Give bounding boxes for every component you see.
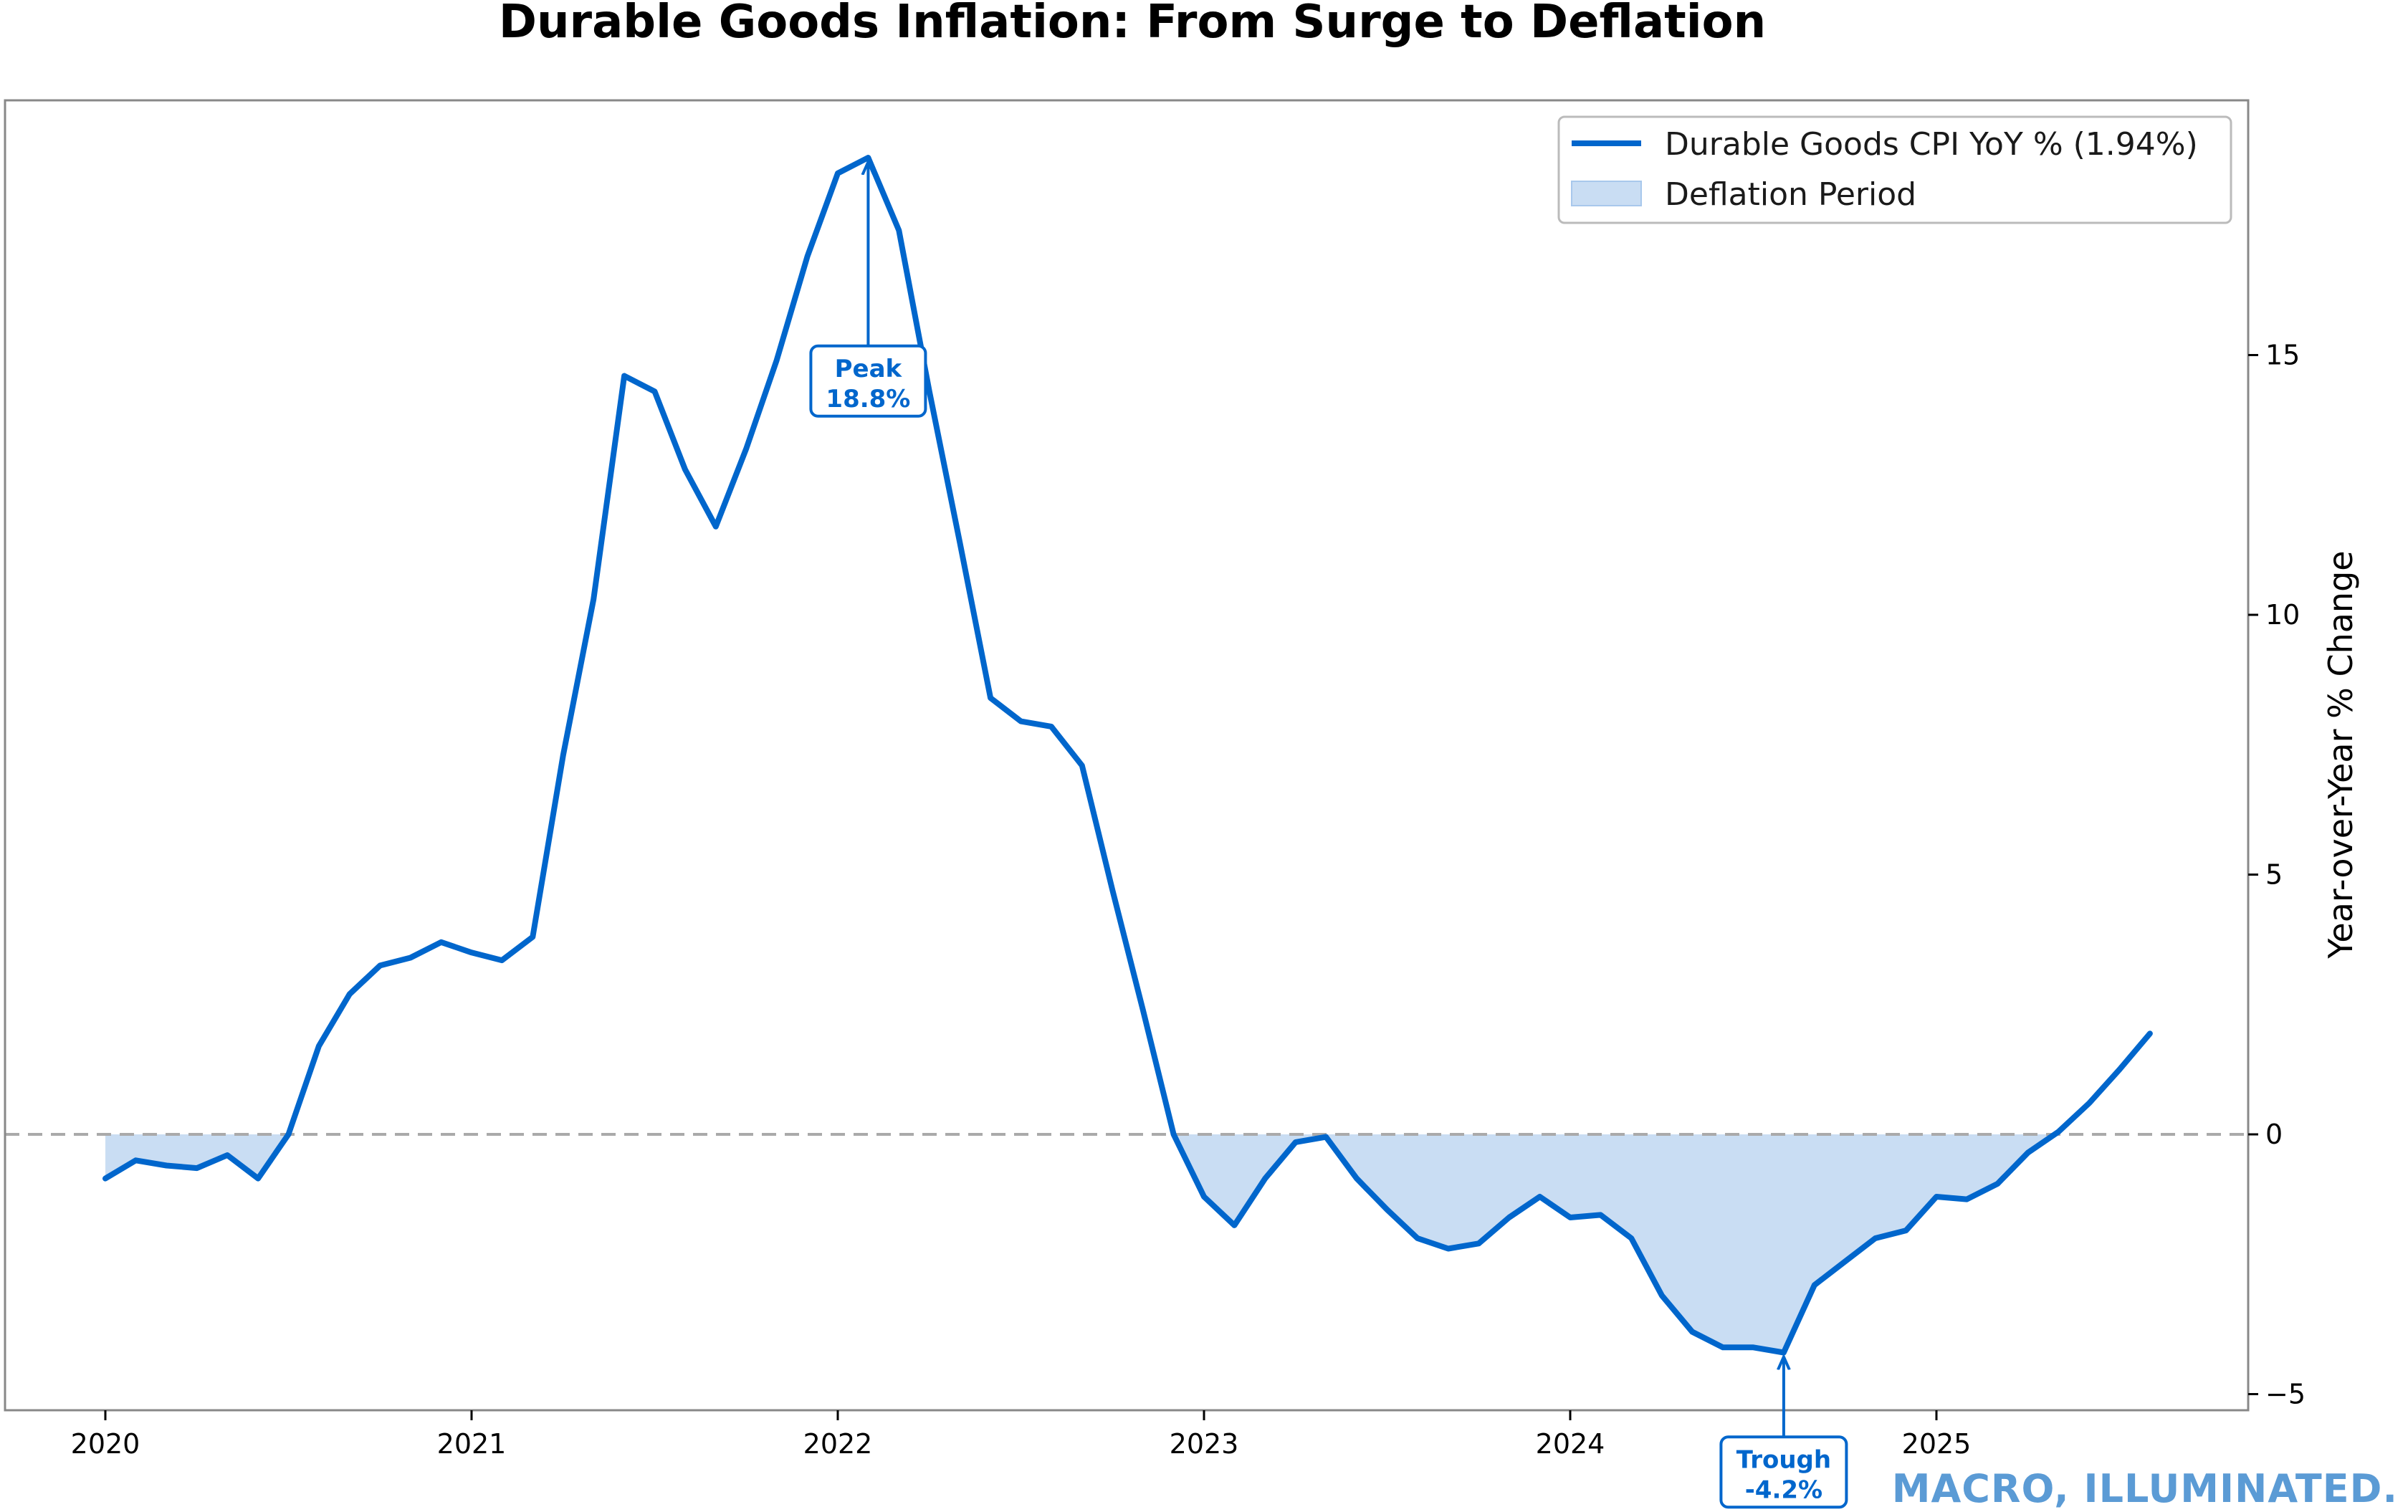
x-tick-label: 2024: [1536, 1428, 1605, 1460]
plot-frame: [4, 99, 2250, 1412]
y-axis-label: Year-over-Year % Change: [2321, 550, 2360, 959]
legend-fill-swatch: [1571, 181, 1642, 206]
series-line: [102, 155, 2153, 1356]
y-axis: −5 0 5 10 15: [2248, 340, 2306, 1410]
x-tick-label: 2025: [1902, 1428, 1972, 1460]
y-tick-label: 10: [2265, 599, 2300, 631]
watermark: MACRO, ILLUMINATED.: [1892, 1466, 2398, 1511]
annotation-box: [1719, 1435, 1848, 1509]
chart-title: Durable Goods Inflation: From Surge to D…: [499, 0, 1766, 49]
legend-label-deflation: Deflation Period: [1665, 176, 1916, 213]
annotation-label: Peak: [835, 355, 903, 383]
y-tick-label: 0: [2265, 1119, 2283, 1150]
annotation-value: 18.8%: [826, 385, 910, 413]
y-tick-label: 5: [2265, 859, 2283, 891]
deflation-area: [105, 1134, 2150, 1353]
x-tick-label: 2020: [71, 1428, 140, 1460]
deflation-fill-layer: [105, 1134, 2150, 1353]
annotation-value: -4.2%: [1745, 1475, 1822, 1504]
legend-label-series: Durable Goods CPI YoY % (1.94%): [1665, 126, 2198, 163]
x-tick-label: 2022: [803, 1428, 873, 1460]
y-tick-label: −5: [2265, 1379, 2306, 1410]
x-tick-label: 2021: [437, 1428, 507, 1460]
x-tick-label: 2023: [1170, 1428, 1239, 1460]
legend: Durable Goods CPI YoY % (1.94%) Deflatio…: [1557, 115, 2232, 224]
y-tick-label: 15: [2265, 340, 2300, 371]
annotation-box: [809, 344, 927, 418]
legend-box: [1557, 115, 2232, 224]
x-axis: 2020 2021 2022 2023 2024 2025: [71, 1410, 1972, 1460]
series-line-layer: [102, 155, 2153, 1356]
annotation-label: Trough: [1736, 1445, 1831, 1474]
